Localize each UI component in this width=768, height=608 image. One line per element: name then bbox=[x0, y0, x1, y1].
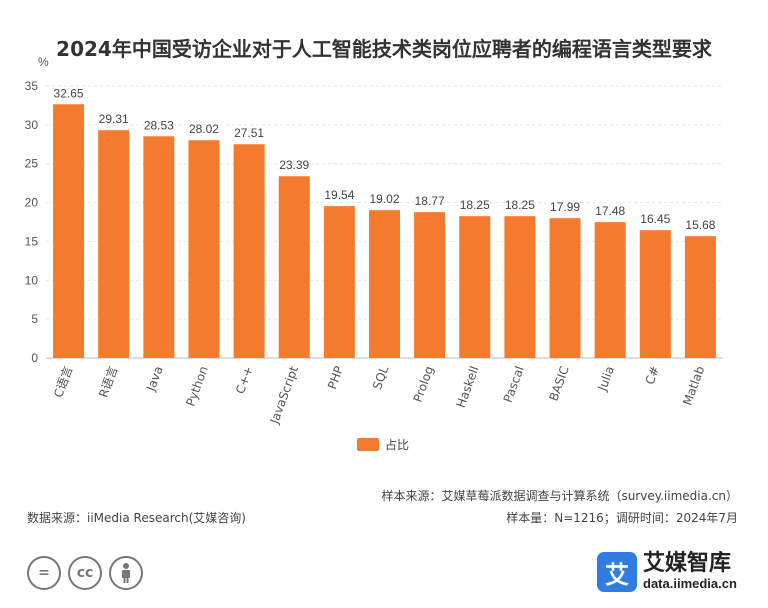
data-label: 18.77 bbox=[415, 194, 445, 208]
bar-chart: % 0 5 10 15 20 25 30 35 32.65 C语言 29.31 R语言 28.53 Java… bbox=[25, 55, 723, 427]
sample-info: 样本量：N=1216；调研时间：2024年7月 bbox=[506, 511, 738, 525]
data-label: 28.53 bbox=[144, 118, 174, 132]
y-tick-label: 15 bbox=[25, 234, 39, 248]
data-label: 29.31 bbox=[99, 112, 129, 126]
y-tick-label: 10 bbox=[25, 273, 39, 287]
x-tick-label: Python bbox=[183, 364, 210, 408]
data-label: 23.39 bbox=[279, 158, 309, 172]
data-label: 17.99 bbox=[550, 200, 580, 214]
bar bbox=[143, 136, 175, 358]
data-label: 19.54 bbox=[324, 188, 354, 202]
y-tick-label: 20 bbox=[25, 196, 39, 210]
data-label: 18.25 bbox=[460, 198, 490, 212]
bar bbox=[53, 104, 85, 359]
iimedia-logo: 艾 艾媒智库 data.iimedia.cn bbox=[597, 552, 737, 592]
x-tick-label: SQL bbox=[370, 364, 391, 391]
x-tick-label: Pascal bbox=[501, 364, 527, 404]
x-tick-label: PHP bbox=[325, 364, 346, 391]
x-tick-label: JavaScript bbox=[267, 364, 301, 427]
data-label: 17.48 bbox=[595, 204, 625, 218]
x-tick-label: Java bbox=[143, 364, 165, 394]
equals-icon: = bbox=[27, 556, 61, 590]
bar bbox=[414, 212, 446, 358]
data-label: 32.65 bbox=[54, 86, 84, 100]
bar bbox=[549, 218, 581, 358]
x-tick-label: C++ bbox=[233, 364, 256, 396]
data-label: 18.25 bbox=[505, 198, 535, 212]
bar bbox=[233, 144, 265, 358]
x-tick-label: BASIC bbox=[546, 364, 571, 403]
x-tick-label: Matlab bbox=[680, 364, 707, 407]
sample-source: 样本来源：艾媒草莓派数据调查与计算系统（survey.iimedia.cn） bbox=[381, 489, 738, 503]
data-label: 28.02 bbox=[189, 122, 219, 136]
bar bbox=[639, 230, 671, 358]
data-source: 数据来源：iiMedia Research(艾媒咨询) bbox=[27, 511, 246, 525]
bar bbox=[684, 236, 716, 358]
y-tick-label: 0 bbox=[31, 351, 38, 365]
legend-label: 占比 bbox=[385, 438, 410, 452]
y-tick-label: 25 bbox=[25, 157, 39, 171]
x-tick-label: C# bbox=[643, 364, 662, 386]
x-tick-label: Prolog bbox=[411, 364, 437, 404]
data-label: 27.51 bbox=[234, 126, 264, 140]
x-tick-label: Julia bbox=[595, 364, 617, 393]
bar bbox=[188, 140, 220, 358]
bar bbox=[323, 206, 355, 358]
chart-title: 2024年中国受访企业对于人工智能技术类岗位应聘者的编程语言类型要求 bbox=[56, 37, 712, 61]
data-label: 15.68 bbox=[685, 218, 715, 232]
logo-name: 艾媒智库 bbox=[643, 551, 732, 576]
legend: 占比 bbox=[357, 436, 409, 453]
data-label: 19.02 bbox=[369, 192, 399, 206]
bar bbox=[278, 176, 310, 358]
x-tick-label: C语言 bbox=[51, 364, 75, 399]
y-tick-label: 5 bbox=[31, 312, 38, 326]
x-tick-label: Haskell bbox=[454, 364, 482, 409]
legend-swatch bbox=[357, 438, 379, 451]
bar bbox=[98, 130, 130, 358]
x-tick-label: R语言 bbox=[96, 364, 120, 399]
person-icon bbox=[109, 556, 143, 590]
y-tick-label: 35 bbox=[25, 79, 39, 93]
bar bbox=[369, 210, 400, 358]
bar bbox=[504, 216, 536, 358]
logo-mark: 艾 bbox=[597, 552, 637, 592]
y-tick-label: 30 bbox=[25, 118, 39, 132]
data-label: 16.45 bbox=[640, 212, 670, 226]
license-icons: = cc bbox=[27, 556, 143, 590]
cc-icon: cc bbox=[68, 556, 102, 590]
y-axis-unit: % bbox=[38, 55, 49, 69]
bar bbox=[594, 222, 626, 358]
logo-url: data.iimedia.cn bbox=[643, 576, 737, 591]
bar bbox=[459, 216, 491, 358]
